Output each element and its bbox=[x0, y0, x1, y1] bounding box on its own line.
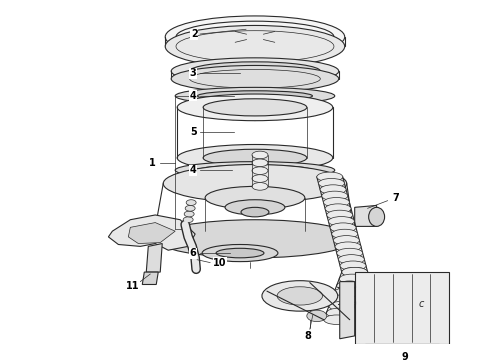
Ellipse shape bbox=[329, 301, 355, 311]
Ellipse shape bbox=[163, 165, 347, 203]
Ellipse shape bbox=[225, 200, 285, 215]
Ellipse shape bbox=[277, 287, 322, 305]
Ellipse shape bbox=[332, 229, 358, 239]
Ellipse shape bbox=[342, 267, 368, 277]
Ellipse shape bbox=[184, 211, 194, 217]
Ellipse shape bbox=[317, 172, 343, 182]
Text: 9: 9 bbox=[401, 352, 408, 360]
Polygon shape bbox=[128, 222, 175, 243]
Text: 1: 1 bbox=[149, 158, 156, 168]
Ellipse shape bbox=[205, 186, 305, 209]
Ellipse shape bbox=[197, 91, 313, 101]
Ellipse shape bbox=[339, 255, 365, 264]
Text: 7: 7 bbox=[392, 193, 399, 203]
Ellipse shape bbox=[171, 58, 339, 85]
Polygon shape bbox=[365, 343, 440, 355]
Ellipse shape bbox=[185, 206, 195, 211]
Ellipse shape bbox=[335, 242, 361, 252]
Ellipse shape bbox=[333, 235, 359, 245]
Ellipse shape bbox=[320, 185, 346, 194]
Ellipse shape bbox=[252, 167, 268, 175]
Ellipse shape bbox=[252, 151, 268, 159]
Ellipse shape bbox=[337, 281, 363, 291]
Ellipse shape bbox=[252, 159, 268, 167]
Ellipse shape bbox=[342, 267, 368, 277]
Polygon shape bbox=[142, 272, 158, 284]
Ellipse shape bbox=[339, 274, 365, 284]
Text: 2: 2 bbox=[191, 29, 197, 39]
Ellipse shape bbox=[331, 294, 357, 304]
Ellipse shape bbox=[340, 261, 366, 270]
Ellipse shape bbox=[323, 198, 349, 207]
Text: 5: 5 bbox=[190, 127, 196, 137]
Ellipse shape bbox=[175, 87, 335, 104]
Ellipse shape bbox=[241, 207, 269, 217]
Ellipse shape bbox=[177, 144, 333, 171]
Ellipse shape bbox=[334, 288, 360, 297]
Ellipse shape bbox=[183, 217, 193, 222]
Ellipse shape bbox=[328, 217, 354, 226]
Ellipse shape bbox=[262, 281, 338, 311]
Polygon shape bbox=[355, 206, 377, 226]
Ellipse shape bbox=[243, 33, 267, 41]
Ellipse shape bbox=[368, 207, 385, 226]
Text: 3: 3 bbox=[190, 68, 196, 78]
Ellipse shape bbox=[190, 62, 320, 81]
Ellipse shape bbox=[318, 179, 344, 188]
Ellipse shape bbox=[203, 99, 307, 116]
Text: 6: 6 bbox=[190, 248, 196, 258]
Ellipse shape bbox=[171, 66, 339, 92]
Ellipse shape bbox=[307, 310, 327, 321]
Ellipse shape bbox=[324, 315, 350, 324]
Text: 8: 8 bbox=[304, 331, 311, 341]
Text: 4: 4 bbox=[190, 91, 196, 101]
Polygon shape bbox=[340, 282, 355, 339]
Ellipse shape bbox=[252, 183, 268, 190]
Polygon shape bbox=[147, 243, 162, 272]
Text: 10: 10 bbox=[213, 257, 227, 267]
Ellipse shape bbox=[327, 210, 353, 220]
Ellipse shape bbox=[322, 191, 348, 201]
Ellipse shape bbox=[175, 162, 335, 179]
Ellipse shape bbox=[227, 29, 283, 45]
Text: 4: 4 bbox=[190, 165, 196, 175]
Ellipse shape bbox=[337, 248, 363, 258]
Ellipse shape bbox=[165, 16, 345, 58]
Ellipse shape bbox=[186, 200, 196, 206]
Ellipse shape bbox=[202, 244, 278, 262]
Ellipse shape bbox=[177, 94, 333, 121]
Text: 11: 11 bbox=[125, 282, 139, 291]
Polygon shape bbox=[355, 272, 449, 343]
Ellipse shape bbox=[326, 308, 352, 318]
Polygon shape bbox=[108, 215, 195, 250]
Ellipse shape bbox=[252, 175, 268, 183]
Ellipse shape bbox=[203, 149, 307, 166]
Text: c: c bbox=[418, 299, 424, 309]
Ellipse shape bbox=[216, 248, 264, 258]
Ellipse shape bbox=[197, 165, 313, 175]
Ellipse shape bbox=[155, 220, 355, 258]
Ellipse shape bbox=[330, 223, 356, 233]
Ellipse shape bbox=[165, 26, 345, 67]
Ellipse shape bbox=[325, 204, 351, 213]
